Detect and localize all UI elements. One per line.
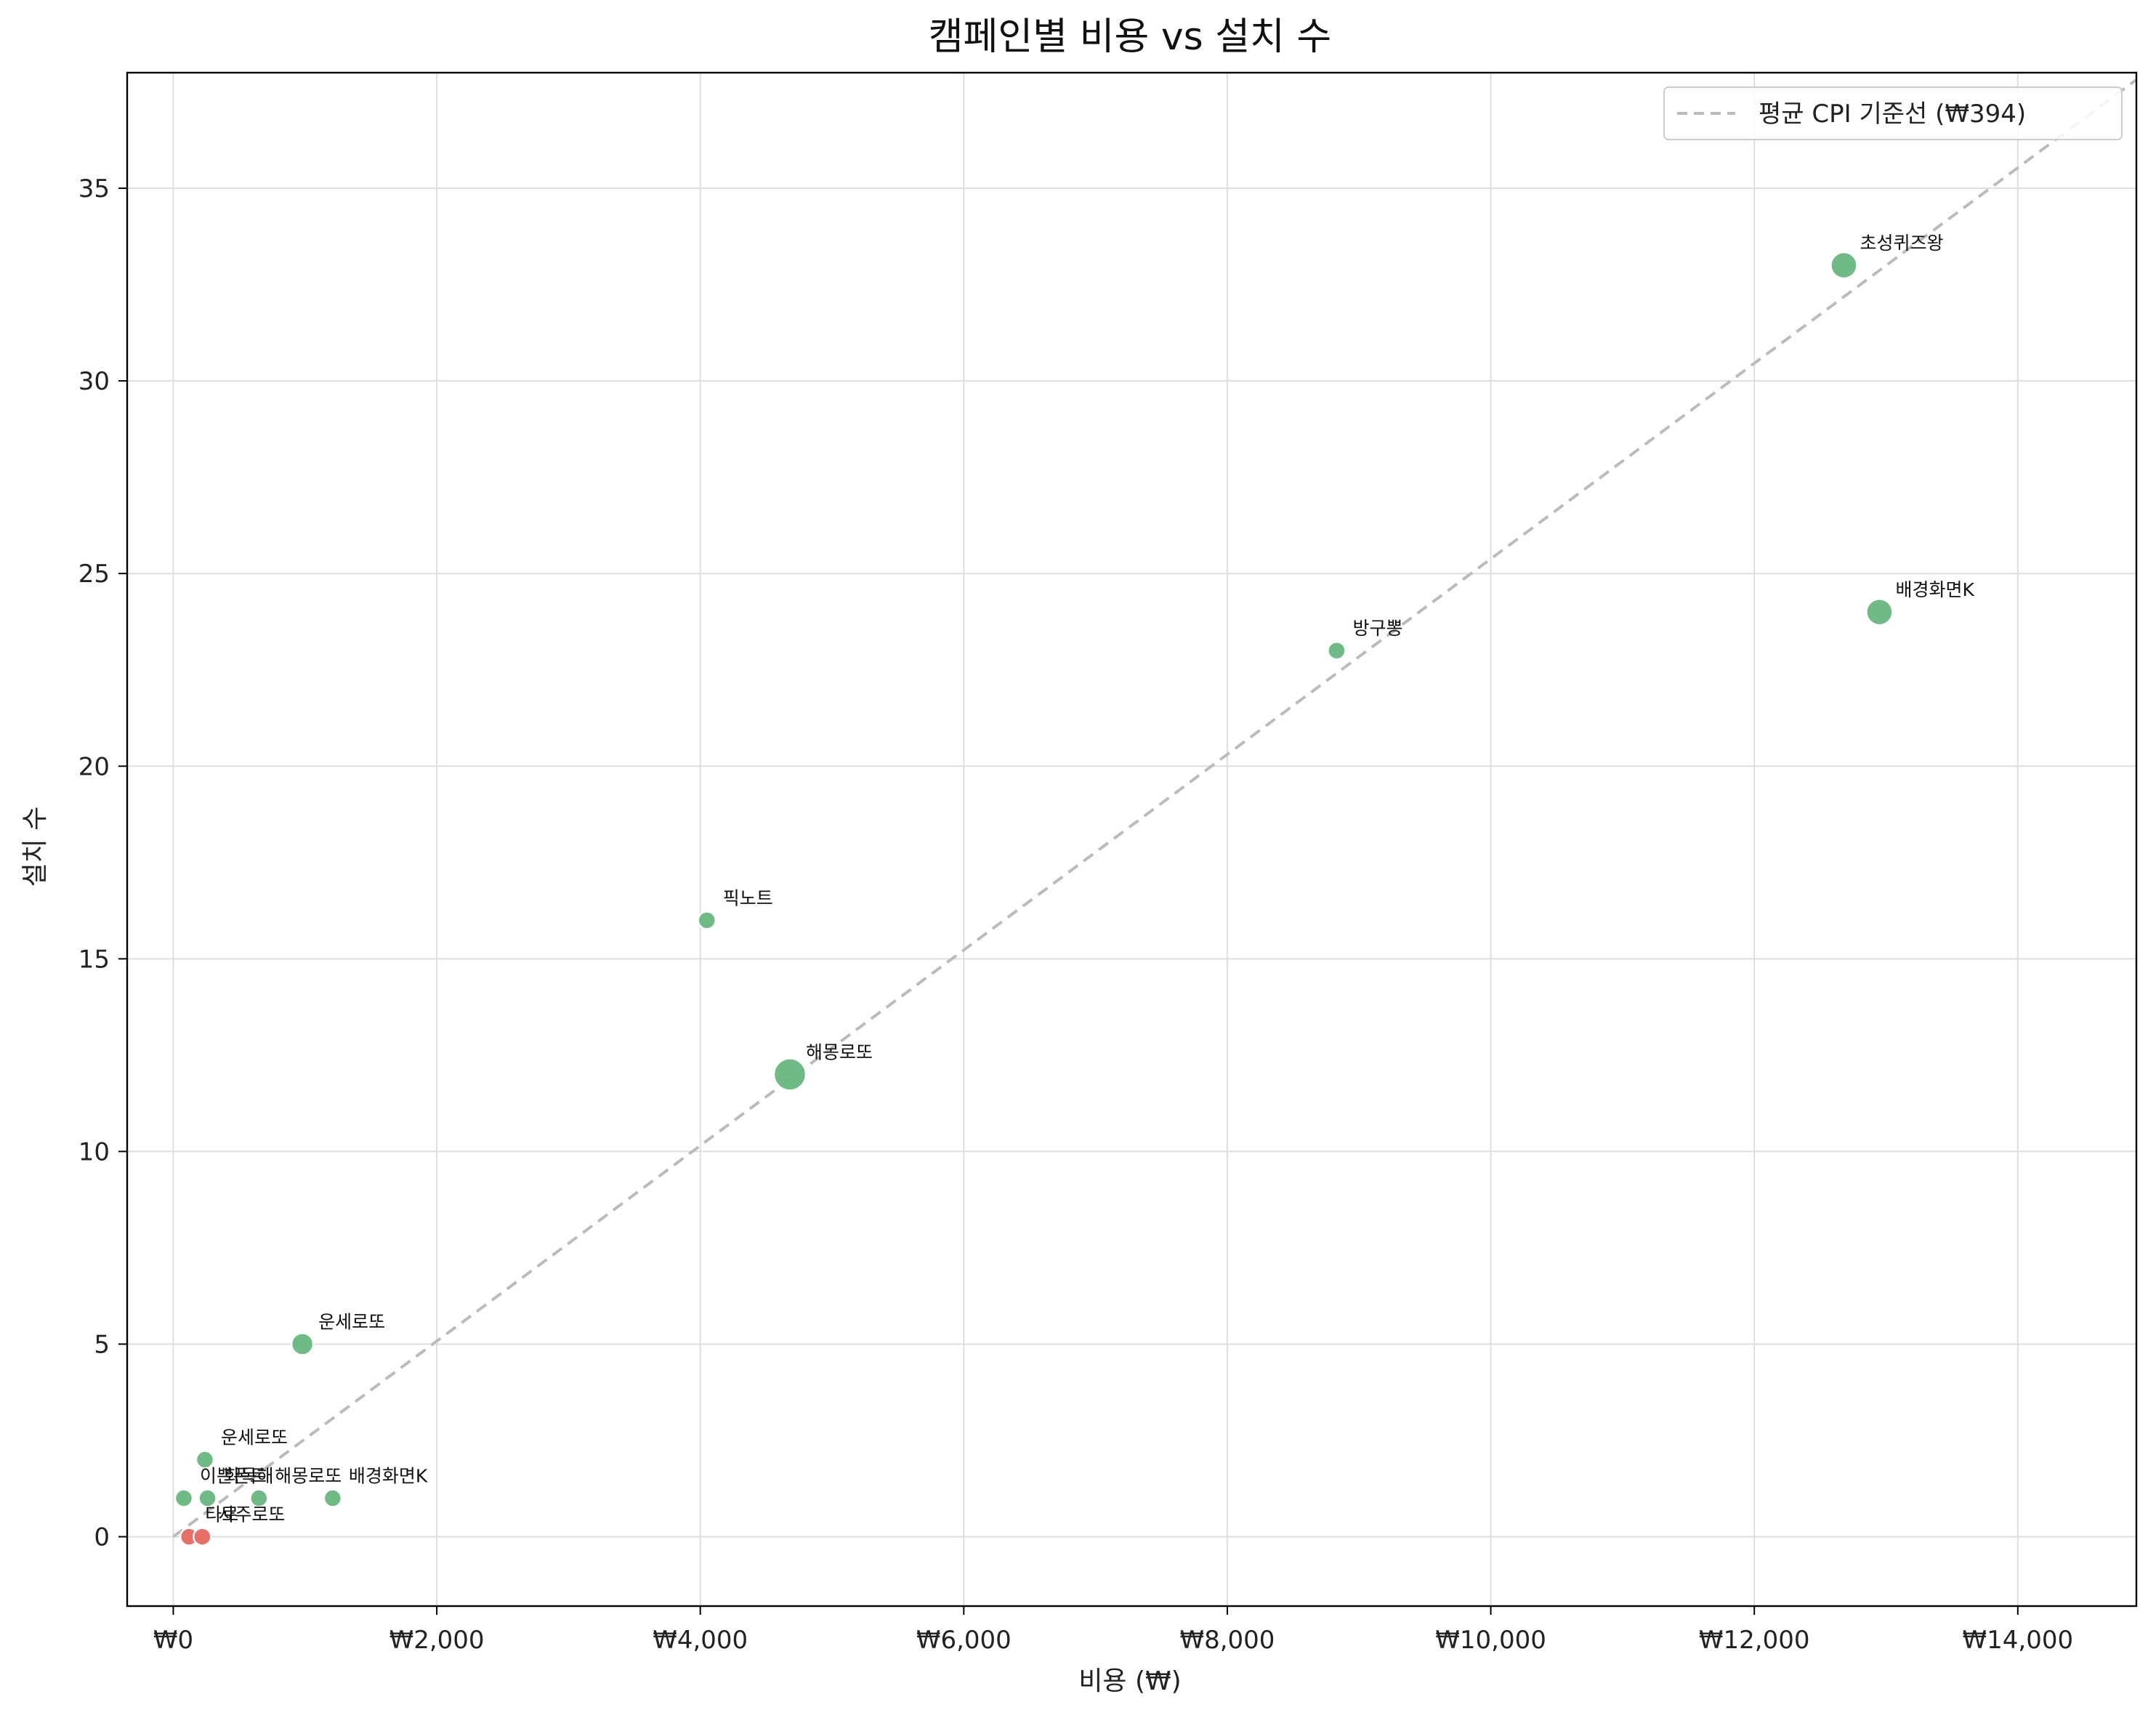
x-axis-ticks: ₩0 ₩2,000 ₩4,000 ₩6,000 ₩8,000 ₩10,000 ₩12,000…	[153, 1606, 2073, 1655]
legend-entry-label: 평균 CPI 기준선 (₩394)	[1759, 100, 2026, 129]
chart-title: 캠페인별 비용 vs 설치 수	[929, 15, 1332, 59]
scatter-point	[772, 1057, 807, 1092]
point-label: 초성퀴즈왕	[1860, 233, 1943, 254]
legend: 평균 CPI 기준선 (₩394)	[1663, 86, 2123, 140]
x-tick-label: ₩4,000	[653, 1626, 748, 1655]
point-label: 타로	[205, 1504, 238, 1525]
x-tick-label: ₩8,000	[1179, 1626, 1275, 1655]
legend-box	[1663, 86, 2123, 140]
point-label: 운세로또	[221, 1427, 288, 1448]
y-tick-label: 0	[94, 1523, 110, 1552]
x-axis-title: 비용 (₩)	[1078, 1666, 1181, 1696]
y-tick-label: 35	[78, 174, 110, 203]
x-tick-label: ₩14,000	[1963, 1626, 2074, 1655]
point-label: 배경화면K	[1895, 579, 1974, 600]
scatter-point	[249, 1488, 269, 1508]
point-label: 이쁜폰트	[200, 1466, 267, 1487]
scatter-point	[290, 1332, 315, 1356]
scatter-point	[195, 1450, 215, 1469]
y-tick-label: 10	[78, 1137, 110, 1166]
points-layer	[174, 251, 1894, 1546]
scatter-point	[1830, 251, 1858, 280]
grid-layer	[127, 73, 2136, 1606]
y-tick-label: 5	[94, 1330, 110, 1359]
point-label: 픽노트	[723, 887, 773, 908]
y-tick-label: 25	[78, 560, 110, 589]
point-label: 사주로또	[218, 1504, 285, 1525]
x-tick-label: ₩6,000	[916, 1626, 1012, 1655]
point-label: 해몽로또	[275, 1466, 342, 1487]
point-label: 방구뽕	[1352, 618, 1402, 639]
scatter-point	[323, 1488, 343, 1508]
y-tick-label: 30	[78, 367, 110, 396]
scatter-point	[193, 1527, 212, 1546]
x-tick-label: ₩0	[153, 1626, 193, 1655]
reference-line-layer	[172, 78, 2138, 1538]
y-tick-label: 20	[78, 752, 110, 781]
point-label: 배경화면K	[349, 1466, 428, 1487]
point-label: 해몽로또	[806, 1041, 873, 1062]
scatter-point	[198, 1488, 217, 1508]
scatter-point	[697, 911, 717, 930]
point-label: 화목해	[224, 1466, 274, 1487]
scatter-point	[174, 1488, 194, 1508]
scatter-point	[1327, 640, 1347, 661]
y-axis-title: 설치 수	[20, 807, 50, 887]
x-tick-label: ₩10,000	[1435, 1626, 1546, 1655]
average-cpi-reference-line	[172, 78, 2138, 1538]
point-label: 운세로또	[318, 1311, 385, 1332]
x-tick-label: ₩2,000	[389, 1626, 485, 1655]
scatter-point	[1865, 597, 1894, 626]
plot-frame	[126, 71, 2138, 1608]
y-tick-label: 15	[78, 945, 110, 974]
y-axis-ticks: 0 5 10 15 20 25 30 35	[78, 174, 127, 1552]
x-tick-label: ₩12,000	[1699, 1626, 1810, 1655]
